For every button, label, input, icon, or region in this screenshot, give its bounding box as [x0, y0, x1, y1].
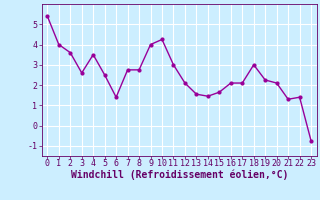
X-axis label: Windchill (Refroidissement éolien,°C): Windchill (Refroidissement éolien,°C): [70, 169, 288, 180]
